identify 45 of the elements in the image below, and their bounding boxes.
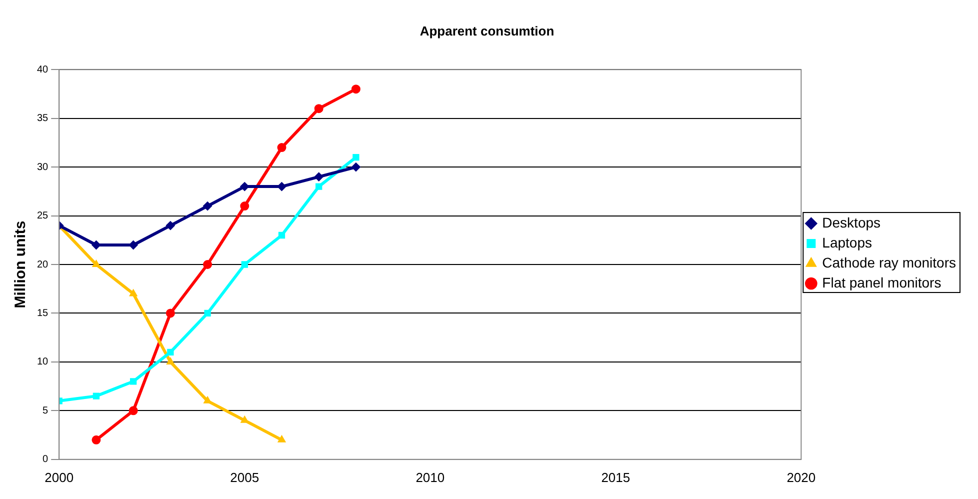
y-tick-label: 0	[42, 454, 49, 466]
point	[166, 357, 174, 364]
point	[92, 392, 100, 400]
point	[351, 162, 360, 172]
point	[278, 232, 286, 239]
point	[314, 172, 324, 182]
x-tick-label: 2020	[786, 470, 816, 485]
point	[203, 260, 212, 269]
x-tick-label: 2000	[44, 470, 74, 485]
point	[278, 435, 286, 442]
point	[316, 183, 322, 190]
x-tick-label: 2005	[230, 470, 260, 485]
legend-label: Flat panel monitors	[822, 274, 942, 290]
x-tick-label: 2015	[601, 470, 630, 485]
point	[277, 143, 286, 152]
point	[240, 202, 250, 211]
point	[167, 348, 174, 356]
point	[203, 202, 212, 211]
point	[92, 260, 100, 267]
point	[129, 289, 138, 296]
point	[128, 406, 138, 416]
y-tick-label: 30	[37, 162, 49, 173]
point	[92, 435, 101, 444]
chart-title: Apparent consumtion	[420, 23, 554, 38]
point	[204, 396, 212, 404]
point	[352, 154, 360, 161]
point	[351, 84, 360, 94]
y-tick-label: 40	[37, 64, 49, 76]
legend-label: Cathode ray monitors	[822, 254, 956, 270]
y-tick-label: 25	[37, 210, 49, 222]
y-tick-label: 35	[37, 113, 49, 124]
y-tick-label: 10	[37, 356, 49, 368]
legend-label: Desktops	[822, 214, 881, 230]
x-tick-label: 2010	[416, 470, 445, 485]
point	[130, 378, 137, 385]
point	[166, 308, 175, 318]
legend-label: Laptops	[822, 234, 872, 250]
point	[204, 310, 211, 317]
y-axis-title: Million units	[12, 220, 30, 308]
point	[314, 104, 324, 114]
y-tick-label: 5	[42, 405, 49, 416]
y-tick-label: 15	[37, 308, 49, 319]
y-tick-label: 20	[37, 259, 49, 270]
point	[241, 261, 248, 268]
point	[166, 221, 175, 230]
